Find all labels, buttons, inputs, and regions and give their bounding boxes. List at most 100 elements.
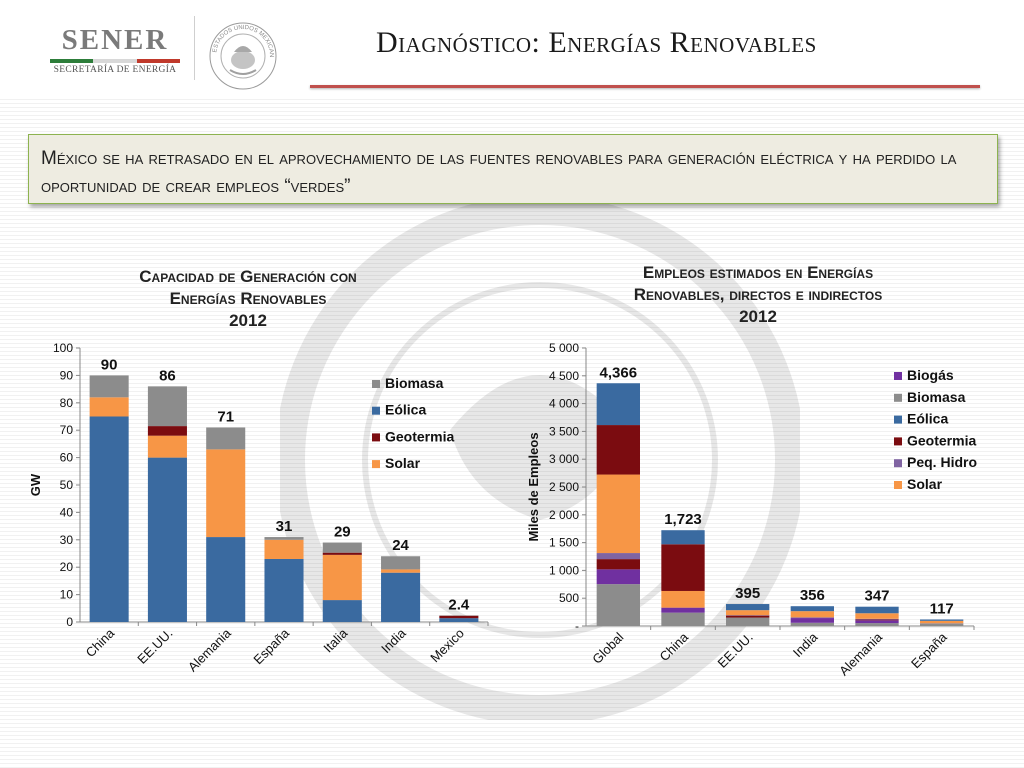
bar-total-label: 356 — [800, 587, 825, 604]
x-tick-label: China — [83, 625, 118, 660]
national-seal-icon: ESTADOS UNIDOS MEXICANOS — [206, 16, 277, 90]
bar-segment — [661, 612, 705, 626]
x-tick-label: Alemania — [836, 629, 885, 678]
bar-segment — [322, 554, 362, 601]
bar-segment — [790, 611, 834, 618]
bar-segment — [596, 474, 640, 554]
legend-swatch — [372, 433, 380, 442]
bar-segment — [596, 553, 640, 560]
bar-segment — [381, 572, 421, 622]
x-tick-label: Global — [589, 629, 626, 666]
chart1-title-line2: Energías Renovables — [169, 289, 327, 308]
logo-name: SENER — [61, 24, 169, 56]
bar-segment — [147, 426, 187, 436]
bar-total-label: 24 — [392, 537, 409, 554]
bar-segment — [790, 606, 834, 612]
y-tick-label: 10 — [60, 588, 74, 602]
bar-segment — [920, 619, 964, 621]
bar-segment — [264, 558, 304, 622]
legend-label: Eólica — [907, 411, 948, 427]
bar-segment — [855, 613, 899, 619]
bar-segment — [790, 617, 834, 619]
callout-box: México se ha retrasado en el aprovechami… — [28, 134, 998, 204]
bar-segment — [147, 386, 187, 427]
bar-segment — [206, 427, 246, 450]
y-tick-label: 4 000 — [549, 397, 579, 411]
x-tick-label: Mexico — [427, 626, 467, 666]
bar-total-label: 86 — [159, 367, 176, 384]
legend-swatch — [894, 481, 902, 489]
bar-segment — [596, 383, 640, 426]
bar-segment — [322, 552, 362, 555]
y-tick-label: 3 000 — [549, 452, 579, 466]
bar-segment — [89, 416, 129, 622]
bar-segment — [790, 618, 834, 623]
employment-chart: - 500 1 000 1 500 2 000 2 500 3 000 3 500 4 000 4… — [526, 341, 977, 678]
legend-label: Geotermia — [385, 428, 454, 444]
bar-segment — [855, 620, 899, 624]
y-tick-label: 100 — [53, 341, 73, 355]
bar-segment — [920, 620, 964, 624]
bar-total-label: 1,723 — [664, 511, 702, 528]
header: SENER SECRETARÍA DE ENERGÍA ESTADOS UNID… — [0, 0, 1024, 98]
y-axis-label: Miles de Empleos — [526, 432, 541, 541]
bar-segment — [920, 623, 964, 626]
chart2-title-year: 2012 — [739, 307, 777, 326]
legend-swatch — [372, 406, 380, 415]
title-underline — [310, 85, 980, 88]
legend-swatch — [894, 372, 902, 380]
y-tick-label: 70 — [60, 423, 74, 437]
y-tick-label: 90 — [60, 368, 74, 382]
legend-swatch — [894, 437, 902, 446]
bar-segment — [147, 435, 187, 458]
legend-swatch — [894, 459, 902, 468]
page-title: Diagnóstico: Energías Renovables — [376, 26, 817, 59]
y-tick-label: - — [575, 619, 579, 633]
bar-segment — [661, 544, 705, 591]
y-tick-label: 2 500 — [549, 480, 579, 494]
chart1-title-year: 2012 — [229, 311, 267, 330]
bar-segment — [322, 542, 362, 553]
legend-label: Geotermia — [907, 432, 976, 448]
chart1-title-line1: Capacidad de Generación con — [139, 267, 357, 286]
bar-total-label: 2.4 — [448, 596, 470, 613]
bar-segment — [596, 584, 640, 626]
x-tick-label: India — [378, 625, 409, 656]
bar-segment — [726, 604, 770, 611]
y-tick-label: 1 000 — [549, 563, 579, 577]
y-tick-label: 4 500 — [549, 369, 579, 383]
bar-segment — [264, 539, 304, 559]
bar-total-label: 4,366 — [600, 364, 638, 381]
y-tick-label: 3 500 — [549, 424, 579, 438]
logo-flag-bars — [50, 59, 180, 63]
y-tick-label: 30 — [60, 533, 74, 547]
bar-segment — [790, 622, 834, 626]
bar-total-label: 29 — [334, 524, 351, 541]
chart2-title: Empleos estimados en Energías Renovables… — [566, 262, 950, 328]
chart2-title-line2: Renovables, directos e indirectos — [633, 285, 883, 304]
bar-total-label: 347 — [864, 588, 889, 605]
bar-segment — [661, 590, 705, 608]
legend-label: Solar — [907, 476, 943, 492]
x-tick-label: España — [250, 625, 292, 667]
legend-swatch — [372, 380, 380, 388]
bar-segment — [855, 623, 899, 626]
bar-segment — [439, 615, 479, 619]
bar-segment — [264, 537, 304, 540]
y-axis-label: GW — [28, 473, 43, 496]
bar-segment — [89, 397, 129, 417]
x-tick-label: EE.UU. — [134, 626, 175, 667]
callout-text: México se ha retrasado en el aprovechami… — [41, 148, 957, 197]
legend-swatch — [894, 393, 902, 402]
chart1-title: Capacidad de Generación con Energías Ren… — [70, 266, 426, 332]
legend-label: Biogás — [907, 367, 954, 383]
chart2-title-line1: Empleos estimados en Energías — [642, 263, 874, 282]
x-tick-label: EE.UU. — [715, 630, 756, 671]
seal-watermark-icon — [280, 200, 800, 720]
bar-segment — [322, 600, 362, 622]
y-tick-label: 5 000 — [549, 341, 579, 355]
bar-total-label: 117 — [930, 600, 954, 617]
bar-segment — [726, 615, 770, 618]
bar-segment — [726, 617, 770, 626]
y-tick-label: 40 — [60, 505, 74, 519]
